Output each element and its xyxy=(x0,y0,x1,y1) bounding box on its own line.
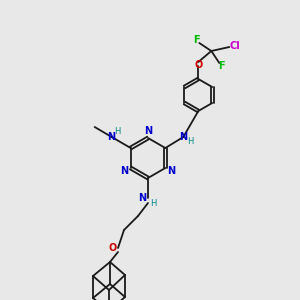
Text: H: H xyxy=(187,136,194,146)
Text: H: H xyxy=(150,199,156,208)
Text: N: N xyxy=(144,126,152,136)
Text: N: N xyxy=(179,132,188,142)
Text: N: N xyxy=(121,167,129,176)
Text: N: N xyxy=(167,167,175,176)
Text: H: H xyxy=(115,128,121,136)
Text: N: N xyxy=(108,132,116,142)
Text: N: N xyxy=(138,193,146,203)
Text: F: F xyxy=(218,61,225,71)
Text: F: F xyxy=(193,35,200,45)
Text: O: O xyxy=(109,243,117,253)
Text: Cl: Cl xyxy=(230,41,241,51)
Text: O: O xyxy=(194,60,202,70)
